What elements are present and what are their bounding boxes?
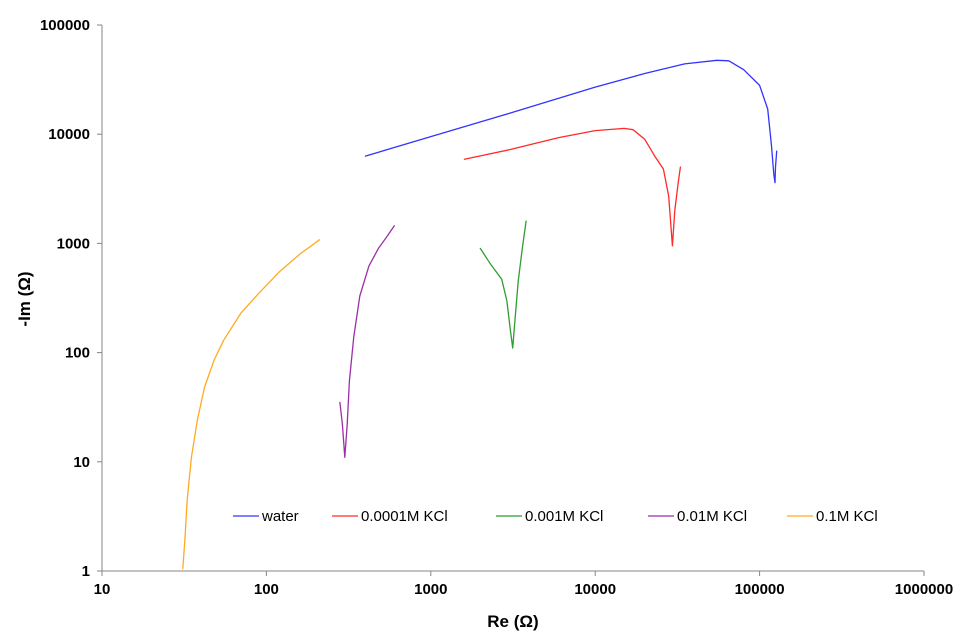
y-tick-label: 1000 [57, 235, 90, 252]
x-tick-label: 1000000 [895, 581, 953, 598]
series-line-2 [479, 220, 527, 349]
series-line-3 [339, 225, 395, 458]
legend: water 0.0001M KCl 0.001M KCl 0.01M KCl 0.1M … [233, 508, 878, 525]
y-tick-label: 10 [73, 454, 90, 471]
legend-label-3: 0.01M KCl [677, 508, 747, 525]
series-line-0 [364, 59, 778, 184]
legend-label-0: water [261, 508, 299, 525]
x-tick-label: 100000 [735, 581, 785, 598]
x-tick-label: 1000 [414, 581, 447, 598]
x-axis-title: Re (Ω) [487, 612, 538, 631]
tick-marks: 10 100 1000 10000 100000 10000001101001000100… [40, 17, 953, 598]
legend-label-4: 0.1M KCl [816, 508, 878, 525]
series-line-1 [463, 127, 682, 247]
legend-label-1: 0.0001M KCl [361, 508, 448, 525]
x-tick-label: 100 [254, 581, 279, 598]
y-tick-label: 10000 [48, 126, 90, 143]
y-tick-label: 100000 [40, 17, 90, 34]
axes [101, 25, 924, 572]
legend-label-2: 0.001M KCl [525, 508, 603, 525]
x-tick-label: 10 [94, 581, 111, 598]
y-tick-label: 100 [65, 345, 90, 362]
x-tick-label: 10000 [574, 581, 616, 598]
series-layer [182, 59, 778, 570]
y-axis-title: -Im (Ω) [15, 271, 34, 326]
series-line-4 [182, 239, 321, 570]
y-tick-label: 1 [82, 563, 90, 580]
